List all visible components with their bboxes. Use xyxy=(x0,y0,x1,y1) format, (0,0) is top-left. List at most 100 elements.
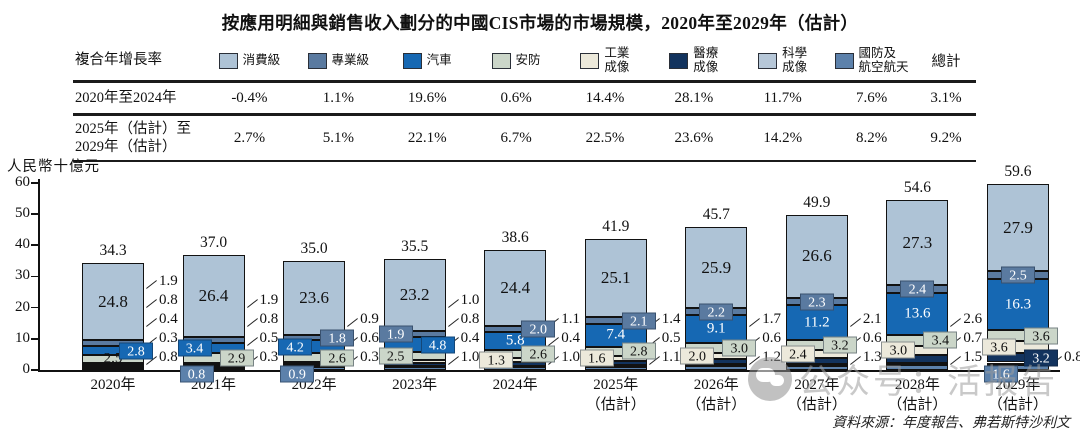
cagr-value: 1.1% xyxy=(322,89,354,106)
leader-line xyxy=(950,318,962,327)
bar-segment-aut xyxy=(584,323,647,347)
legend-swatch-icon xyxy=(580,52,600,69)
side-value-label-med: 2.6 xyxy=(963,311,983,327)
segment-value-label-con: 23.6 xyxy=(299,287,329,307)
legend-swatch-icon xyxy=(218,52,238,69)
side-value-label-def: 0.8 xyxy=(159,349,178,365)
side-value-label-sci: 0.4 xyxy=(561,330,580,346)
legend-label: 消費級 xyxy=(242,52,281,67)
bar-total-label: 45.7 xyxy=(702,206,730,224)
bar-segment-med xyxy=(82,365,144,368)
segment-callout-ind: 2.0 xyxy=(680,347,715,365)
segment-callout-sec: 2.8 xyxy=(621,342,656,360)
leader-line xyxy=(246,337,258,346)
bar-segment-sci xyxy=(785,364,848,367)
y-axis xyxy=(38,179,40,370)
cagr-value: 23.6% xyxy=(674,129,714,146)
y-tick-label: 0 xyxy=(22,361,31,377)
y-tick-label: 60 xyxy=(15,173,30,190)
leader-line xyxy=(849,318,861,327)
x-axis-label: 2029年 （估計） xyxy=(987,377,1048,413)
segment-value-label-con: 27.3 xyxy=(902,232,933,252)
bar-segment-def xyxy=(584,366,647,370)
side-value-label-med: 1.4 xyxy=(661,311,681,327)
cagr-table: 複合年增長率 消費級 專業級 汽車 安防 工業 成像 醫療 成像 科學 成像 國防及 航空航天 總… xyxy=(73,44,976,163)
y-tick xyxy=(31,338,38,340)
legend-label: 醫療 成像 xyxy=(693,46,719,74)
side-value-label-ind: 0.8 xyxy=(159,292,178,308)
y-tick xyxy=(31,182,38,184)
cagr-data-row: 2025年（估計）至 2029年（估計） 2.7% 5.1% 22.1% 6.7% 22.… xyxy=(73,116,976,163)
bar-segment-con xyxy=(986,184,1049,272)
legend-label: 國防及 航空航天 xyxy=(858,46,909,74)
side-value-label-sci: 0.6 xyxy=(862,330,882,346)
cagr-value: 9.2% xyxy=(930,129,962,146)
bar-total-label: 35.0 xyxy=(300,240,328,258)
side-value-label-med: 0.8 xyxy=(460,311,480,327)
y-tick-label: 40 xyxy=(15,236,30,253)
x-axis-label: 2025年 （估計） xyxy=(585,377,646,413)
cagr-value: 0.6% xyxy=(500,89,532,106)
bar-segment-con xyxy=(283,261,346,335)
cagr-period-label: 2025年（估計）至 2029年（估計） xyxy=(75,121,191,156)
bar-total-label: 38.6 xyxy=(501,228,529,246)
side-value-label-sci: 0.5 xyxy=(661,330,681,346)
side-value-label-sci: 0.3 xyxy=(159,330,178,346)
legend-label: 科學 成像 xyxy=(782,46,808,74)
cagr-value: 6.7% xyxy=(500,129,532,146)
segment-value-label-con: 25.9 xyxy=(701,257,732,277)
segment-callout-aut: 2.8 xyxy=(119,342,153,360)
leader-line xyxy=(146,280,157,289)
segment-callout-sec: 3.4 xyxy=(923,331,958,349)
legend-swatch-icon xyxy=(834,52,854,69)
cagr-value: 2.7% xyxy=(233,129,266,146)
side-value-label-med: 1.7 xyxy=(762,311,782,327)
side-value-label-ind: 0.9 xyxy=(360,311,379,327)
y-tick xyxy=(31,213,38,215)
cagr-value: 5.1% xyxy=(322,129,354,146)
leader-line xyxy=(447,299,459,308)
x-axis-label: 2027年 （估計） xyxy=(786,377,847,413)
segment-callout-pro: 2.2 xyxy=(699,303,734,321)
side-value-label-def: 1.2 xyxy=(762,349,782,365)
cagr-value: 3.1% xyxy=(930,89,962,106)
x-axis-label: 2023年 xyxy=(392,377,438,393)
bar-segment-sci xyxy=(685,364,748,367)
side-value-label-med: 0.5 xyxy=(259,330,279,346)
legend-label: 安防 xyxy=(515,52,541,67)
side-value-label-pro: 1.9 xyxy=(259,292,279,308)
side-value-label-def: 1.5 xyxy=(963,349,983,365)
legend-swatch-icon xyxy=(758,52,778,69)
cagr-row-header: 複合年增長率 xyxy=(75,52,162,69)
x-axis-label: 2020年 xyxy=(90,377,136,393)
cagr-value: 14.4% xyxy=(585,89,625,106)
bar-total-label: 41.9 xyxy=(602,217,630,235)
bar-total-label: 34.3 xyxy=(99,241,127,259)
legend-label: 汽車 xyxy=(426,52,452,67)
legend-item-1: 專業級 xyxy=(294,52,383,69)
segment-callout-sec: 2.6 xyxy=(320,349,355,367)
side-value-label-pro: 1.9 xyxy=(159,273,178,289)
bar-segment-med xyxy=(886,355,949,364)
segment-callout-sec: 2.5 xyxy=(378,347,413,365)
segment-callout-ind: 2.4 xyxy=(780,345,815,363)
segment-callout-pro: 2.4 xyxy=(900,280,935,298)
side-value-label-sci: 0.8 xyxy=(1063,349,1080,365)
side-value-label-med: 0.4 xyxy=(159,311,178,327)
segment-callout-ind: 1.6 xyxy=(579,349,614,367)
leader-line xyxy=(146,299,157,308)
legend-label: 工業 成像 xyxy=(604,46,630,74)
leader-line xyxy=(849,356,861,365)
cagr-period-label: 2020年至2024年 xyxy=(75,90,177,106)
segment-value-label-aut: 5.8 xyxy=(505,332,525,349)
y-tick xyxy=(31,306,38,309)
bar-segment-con xyxy=(886,199,949,286)
bar-segment-con xyxy=(383,258,446,332)
segment-value-label-con: 27.9 xyxy=(1003,217,1033,237)
segment-value-label-aut: 7.4 xyxy=(606,326,626,343)
legend-swatch-icon xyxy=(307,52,327,69)
bar-segment-aut xyxy=(886,292,949,336)
leader-line xyxy=(246,299,258,308)
